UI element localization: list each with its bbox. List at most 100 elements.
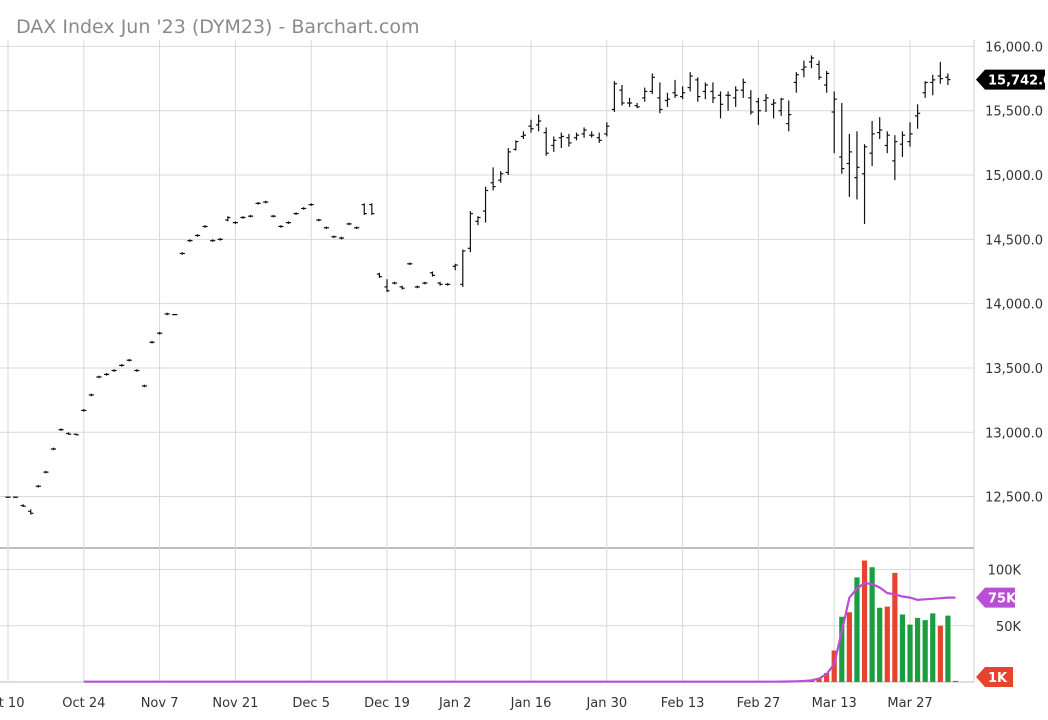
ohlc-bar xyxy=(422,281,428,285)
ohlc-bar xyxy=(187,239,193,242)
volume-bar xyxy=(839,616,845,682)
date-tick-label: Mar 27 xyxy=(887,696,932,711)
ohlc-bar xyxy=(445,283,451,286)
date-tick-label: Nov 21 xyxy=(212,696,258,711)
ohlc-bar xyxy=(316,218,322,222)
ohlc-bar xyxy=(293,212,299,215)
date-tick-label: Jan 2 xyxy=(438,696,471,711)
ohlc-bar xyxy=(278,225,284,228)
ohlc-bar xyxy=(475,216,481,226)
volume-bar xyxy=(831,650,837,682)
ohlc-bar xyxy=(126,358,132,362)
ohlc-bar xyxy=(28,509,34,515)
last-price-badge: 15,742.0 xyxy=(976,69,1048,90)
price-tick-label: 12,500.0 xyxy=(985,491,1043,506)
ohlc-bar xyxy=(573,132,580,141)
ohlc-bar xyxy=(907,122,913,147)
volume-bar xyxy=(915,617,921,682)
ohlc-bar xyxy=(869,121,875,167)
ohlc-bar xyxy=(43,470,49,474)
volume-tick-label: 100K xyxy=(988,564,1022,579)
ohlc-bar xyxy=(134,369,140,372)
ohlc-bar xyxy=(194,234,201,237)
ohlc-bar xyxy=(308,203,314,206)
ohlc-bar xyxy=(460,249,466,287)
ohlc-bar xyxy=(611,81,617,113)
ohlc-bar xyxy=(247,214,254,218)
ohlc-bar xyxy=(513,140,519,151)
ohlc-bar xyxy=(58,428,64,431)
ohlc-bar xyxy=(899,131,906,158)
volume-bar xyxy=(937,625,943,682)
ohlc-bar xyxy=(157,331,163,335)
ohlc-bar xyxy=(543,127,549,156)
date-tick-label: Feb 27 xyxy=(737,696,781,711)
ohlc-bar xyxy=(50,447,57,451)
ohlc-bar xyxy=(255,202,261,205)
ohlc-bar xyxy=(482,186,489,223)
ohlc-bar xyxy=(331,235,337,239)
volume-bar xyxy=(952,680,959,682)
volume-bar xyxy=(922,620,928,682)
ohlc-bar xyxy=(846,133,852,197)
ohlc-bar xyxy=(88,393,94,397)
ohlc-bar xyxy=(520,131,527,140)
volume-tick-label: 50K xyxy=(996,620,1022,635)
ohlc-bar xyxy=(740,78,746,98)
ohlc-bar xyxy=(346,222,352,226)
value-badges: 15,742.0 75K 1K xyxy=(976,69,1048,687)
ohlc-bar xyxy=(149,340,155,344)
ohlc-bar xyxy=(323,226,329,230)
ohlc-bar xyxy=(892,135,898,181)
price-bars xyxy=(5,55,951,515)
ohlc-bar xyxy=(695,77,701,102)
ohlc-bar xyxy=(763,94,769,113)
date-tick-label: ct 10 xyxy=(0,696,24,711)
ohlc-bar xyxy=(551,136,557,152)
ohlc-bar xyxy=(687,72,693,92)
ohlc-bar xyxy=(915,104,921,129)
ohlc-bar xyxy=(20,504,26,507)
ohlc-bar xyxy=(81,409,87,412)
moving-average-line xyxy=(83,581,956,683)
last-volume-badge: 1K xyxy=(976,667,1013,687)
ohlc-bar xyxy=(725,91,731,111)
ohlc-bar xyxy=(225,216,231,222)
ohlc-bar xyxy=(301,207,307,210)
volume-moving-average xyxy=(83,581,956,683)
ohlc-bar xyxy=(164,312,170,316)
ohlc-bar xyxy=(861,144,868,224)
ohlc-bar xyxy=(528,119,534,133)
ohlc-bar xyxy=(649,73,655,95)
date-tick-label: Jan 30 xyxy=(585,696,627,711)
last-price-badge-text: 15,742.0 xyxy=(988,74,1048,89)
ohlc-bar xyxy=(354,226,360,230)
average-volume-badge-text: 75K xyxy=(988,592,1017,607)
grid-layer xyxy=(0,40,975,683)
volume-bar xyxy=(907,624,913,682)
axis-labels: 12,500.0 13,000.0 13,500.0 14,000.0 14,500.0… xyxy=(0,40,1043,711)
volume-bar xyxy=(854,577,860,682)
chart-title: DAX Index Jun '23 (DYM23) - Barchart.com xyxy=(16,16,419,38)
ohlc-bar xyxy=(376,272,383,278)
ohlc-bar xyxy=(596,132,602,143)
ohlc-bar xyxy=(778,97,784,116)
ohlc-bar xyxy=(884,131,890,154)
ohlc-bar xyxy=(369,203,375,215)
ohlc-bar xyxy=(498,171,504,183)
date-tick-label: Dec 5 xyxy=(292,696,330,711)
volume-bar xyxy=(892,572,898,682)
volume-bar xyxy=(861,560,868,682)
ohlc-bar xyxy=(748,90,754,115)
ohlc-bar xyxy=(558,132,564,149)
volume-bar xyxy=(899,614,906,682)
volume-bar xyxy=(824,673,830,682)
ohlc-bar xyxy=(536,114,542,132)
ohlc-bar xyxy=(399,285,405,290)
ohlc-bar xyxy=(831,91,837,154)
ohlc-bar xyxy=(657,82,663,114)
date-tick-label: Jan 16 xyxy=(510,696,552,711)
ohlc-bar xyxy=(604,122,610,137)
ohlc-bar xyxy=(141,384,148,388)
